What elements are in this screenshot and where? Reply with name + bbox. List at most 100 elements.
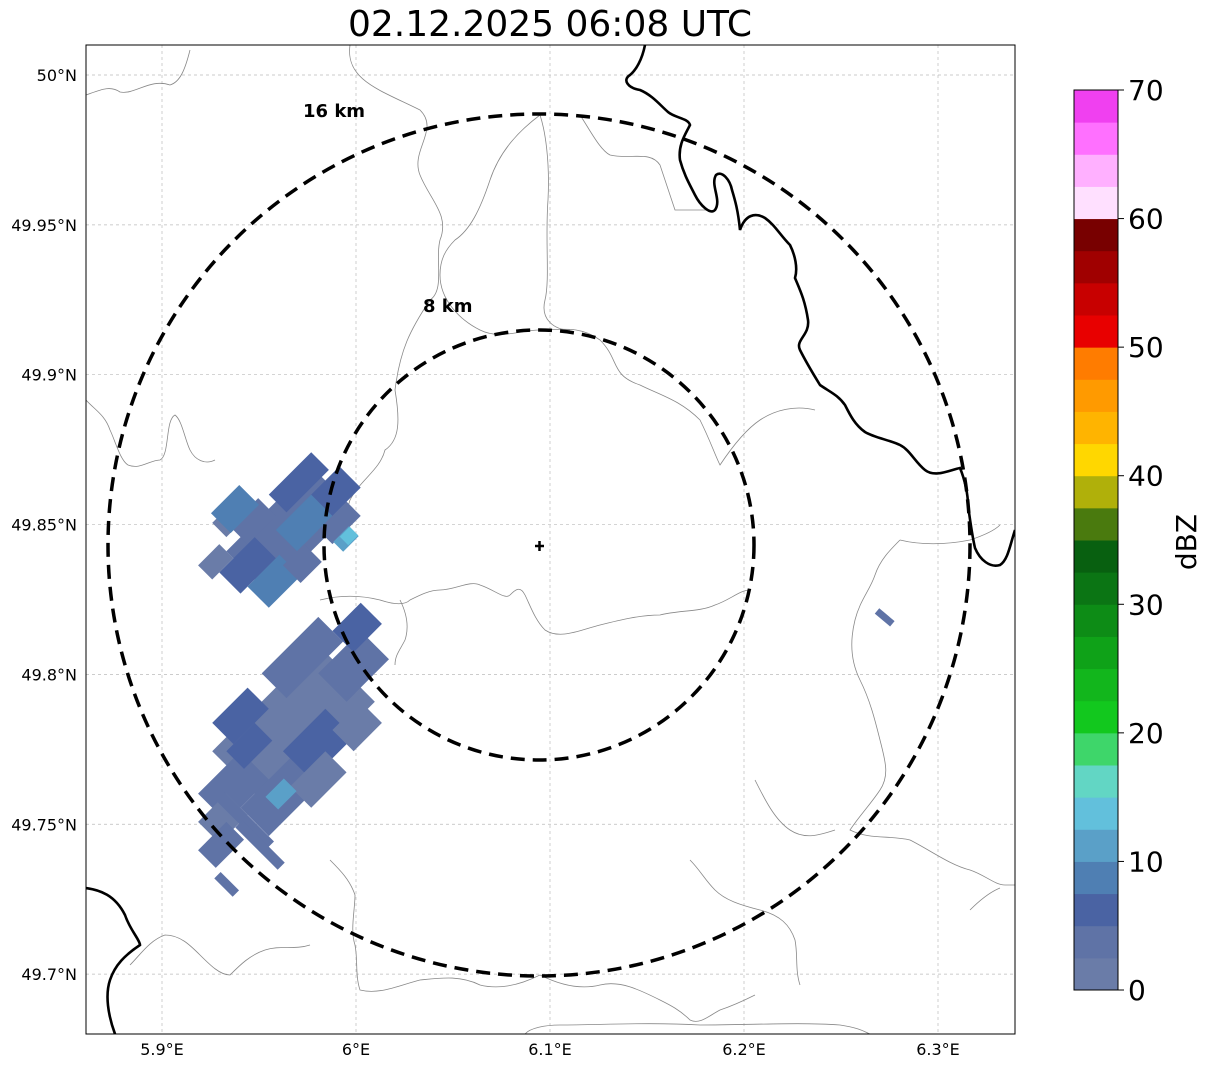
echo-cell	[198, 821, 245, 868]
border-line	[969, 887, 1001, 911]
longitude-tick-label: 5.9°E	[140, 1040, 184, 1059]
echo-cell	[874, 608, 895, 627]
colorbar-swatch	[1074, 572, 1118, 605]
echo-cell	[290, 751, 347, 808]
latitude-tick-label: 49.9°N	[21, 366, 77, 385]
range-rings	[106, 112, 972, 978]
echo-cell	[214, 871, 240, 897]
echo-cell	[275, 494, 333, 552]
range-ring-label-8km: 8 km	[423, 296, 473, 317]
echo-cell	[339, 526, 359, 546]
echo-cell	[235, 820, 285, 870]
border-line	[329, 859, 541, 992]
echo-cell	[198, 751, 269, 822]
latitude-tick-label: 49.85°N	[11, 516, 77, 535]
range-ring-16km	[106, 112, 972, 978]
border-line	[86, 399, 216, 467]
reflectivity-echoes	[198, 452, 895, 897]
colorbar-swatch	[1074, 186, 1118, 220]
echo-cell	[226, 722, 273, 769]
echo-cell	[282, 544, 322, 584]
colorbar-swatch	[1074, 540, 1118, 573]
latitude-tick-labels: 50°N 49.95°N 49.9°N 49.85°N 49.8°N 49.75°N 49.…	[11, 66, 77, 984]
longitude-tick-labels: 5.9°E 6°E 6.1°E 6.2°E 6.3°E	[140, 1040, 960, 1059]
echo-cell	[212, 687, 269, 745]
colorbar-swatch	[1074, 475, 1118, 509]
colorbar-swatch	[1074, 443, 1118, 477]
colorbar-swatch	[1074, 315, 1118, 348]
border-line	[319, 583, 751, 635]
border-line	[539, 114, 571, 331]
gridlines	[86, 45, 1015, 1034]
map-title: 02.12.2025 06:08 UTC	[347, 4, 753, 45]
colorbar-tick-label: 20	[1128, 717, 1164, 750]
colorbar-swatch	[1074, 732, 1118, 766]
colorbar-tick-label: 30	[1128, 588, 1164, 621]
border-line	[539, 974, 756, 1022]
national-border	[86, 886, 142, 1034]
echo-cell	[332, 701, 382, 752]
plot-frame	[85, 44, 1016, 1035]
latitude-tick-label: 49.8°N	[21, 665, 77, 684]
colorbar-swatch	[1074, 218, 1118, 252]
latitude-tick-label: 50°N	[37, 66, 77, 85]
border-line	[394, 599, 408, 666]
colorbar-swatch	[1074, 604, 1118, 637]
echo-cell	[216, 792, 274, 850]
colorbar-swatch	[1074, 925, 1118, 959]
colorbar-swatch	[1074, 893, 1118, 927]
longitude-tick-label: 6.3°E	[916, 1040, 960, 1059]
colorbar: 0 10 20 30 40 50 60 70	[1073, 74, 1164, 1007]
colorbar-swatch	[1074, 668, 1118, 702]
border-line	[319, 45, 444, 541]
colorbar-swatch	[1074, 797, 1118, 830]
echo-cell	[229, 498, 276, 545]
colorbar-swatch	[1074, 122, 1118, 155]
colorbar-swatch	[1074, 700, 1118, 734]
border-line	[86, 49, 191, 96]
national-border	[625, 45, 1015, 567]
colorbar-tick-label: 60	[1128, 203, 1164, 236]
longitude-tick-label: 6.1°E	[528, 1040, 572, 1059]
colorbar-tick-label: 50	[1128, 331, 1164, 364]
border-line	[689, 859, 801, 986]
colorbar-tick-label: 40	[1128, 460, 1164, 493]
border-line	[579, 114, 710, 211]
border-line	[524, 1023, 871, 1034]
echo-cell	[265, 778, 297, 810]
longitude-tick-label: 6.2°E	[722, 1040, 766, 1059]
colorbar-tick-label: 10	[1128, 845, 1164, 878]
latitude-tick-label: 49.95°N	[11, 216, 77, 235]
colorbar-swatch	[1074, 507, 1118, 541]
echo-cell	[219, 537, 276, 594]
colorbar-tick-label: 70	[1128, 74, 1164, 107]
colorbar-swatch	[1074, 829, 1118, 862]
borders-layer	[86, 45, 1015, 1034]
colorbar-tick-label: 0	[1128, 974, 1146, 1007]
colorbar-unit-label: dBZ	[1170, 514, 1203, 570]
echo-cell	[311, 466, 361, 516]
echo-cell	[261, 616, 344, 699]
echo-cell	[318, 631, 389, 702]
border-line	[754, 779, 836, 837]
colorbar-swatch	[1074, 957, 1118, 991]
colorbar-swatch	[1074, 282, 1118, 316]
colorbar-swatch	[1074, 90, 1118, 123]
colorbar-swatch	[1074, 154, 1118, 187]
latitude-tick-label: 49.7°N	[21, 965, 77, 984]
colorbar-swatch	[1074, 861, 1118, 895]
latitude-tick-label: 49.75°N	[11, 815, 77, 834]
radar-site-icon	[535, 541, 544, 551]
river-layer	[86, 45, 1015, 1034]
echo-cell	[210, 484, 260, 534]
colorbar-swatch	[1074, 347, 1118, 380]
colorbar-frame	[1073, 89, 1119, 991]
colorbar-swatch	[1074, 250, 1118, 284]
colorbar-swatch	[1074, 379, 1118, 412]
border-line	[129, 934, 311, 976]
range-ring-8km	[322, 328, 756, 762]
longitude-tick-label: 6°E	[342, 1040, 370, 1059]
echo-cell	[318, 501, 361, 545]
range-ring-label-16km: 16 km	[303, 101, 365, 122]
